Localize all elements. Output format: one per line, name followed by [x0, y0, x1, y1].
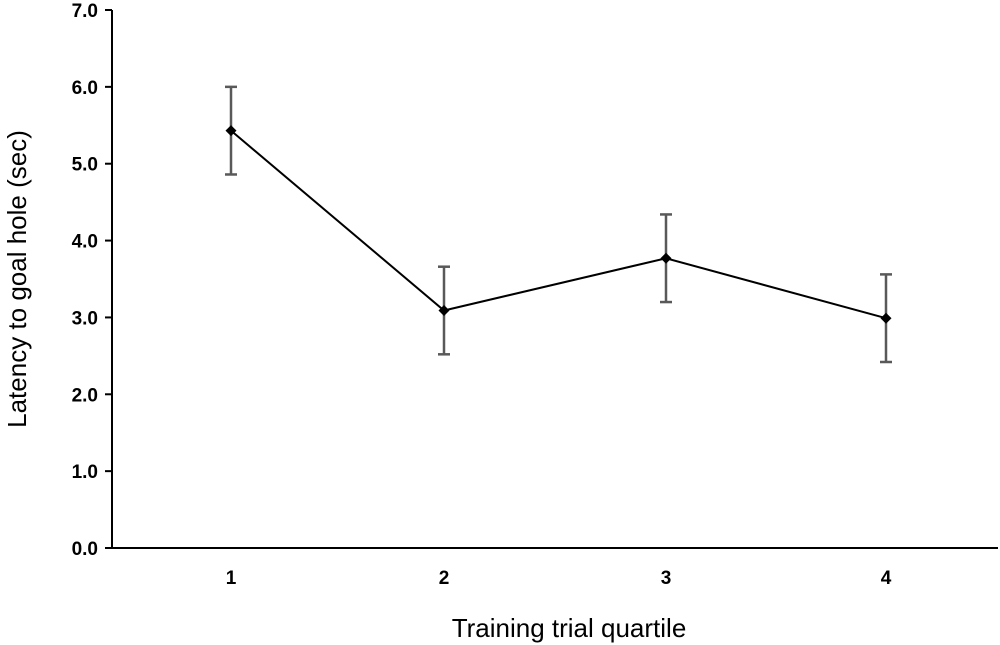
data-point — [438, 305, 450, 317]
y-tick-label: 1.0 — [72, 462, 98, 483]
series-line — [230, 129, 887, 320]
data-point — [225, 125, 237, 137]
x-tick-label: 3 — [661, 568, 672, 589]
data-point — [880, 312, 892, 324]
y-tick-label: 7.0 — [72, 1, 98, 22]
y-tick-label: 6.0 — [72, 78, 98, 99]
y-axis: 0.0 1.0 2.0 3.0 4.0 5.0 6.0 7.0 — [72, 1, 113, 560]
x-tick-label: 1 — [226, 568, 237, 589]
x-axis: 1 2 3 4 — [112, 547, 998, 589]
y-tick-label: 0.0 — [72, 539, 98, 560]
x-axis-title: Training trial quartile — [452, 613, 687, 643]
data-point — [660, 252, 672, 264]
y-tick-label: 4.0 — [72, 232, 98, 253]
y-tick-label: 2.0 — [72, 385, 98, 406]
x-tick-label: 4 — [881, 568, 892, 589]
y-tick-label: 5.0 — [72, 155, 98, 176]
y-axis-title: Latency to goal hole (sec) — [2, 130, 32, 428]
y-tick-label: 3.0 — [72, 308, 98, 329]
x-tick-label: 2 — [439, 568, 450, 589]
plot-area — [225, 85, 892, 364]
